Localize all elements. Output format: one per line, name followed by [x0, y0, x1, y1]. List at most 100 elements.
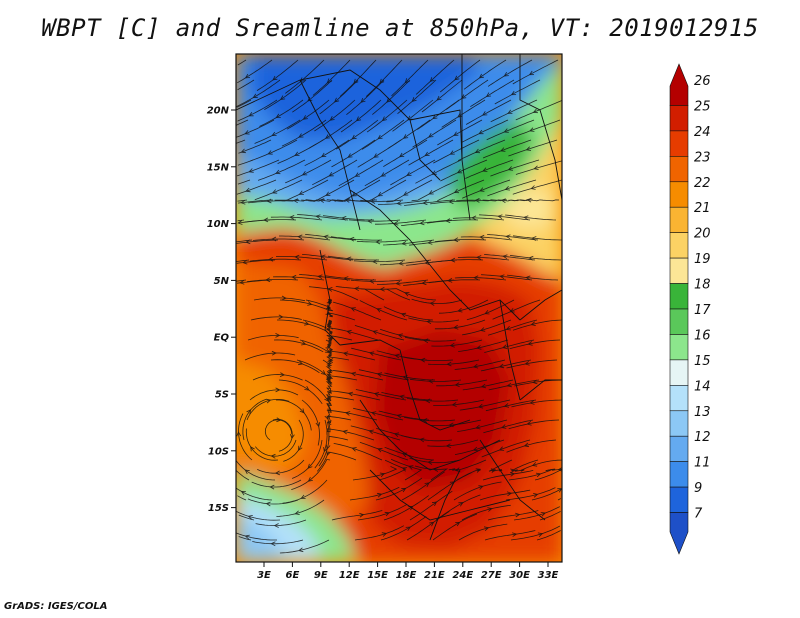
- streamline: [302, 319, 333, 335]
- streamline-arrow: [266, 398, 272, 404]
- streamline-arrow: [271, 131, 277, 136]
- streamline: [460, 236, 513, 241]
- streamline: [256, 59, 299, 91]
- streamline: [426, 219, 479, 224]
- streamline: [434, 239, 487, 243]
- streamline: [329, 390, 381, 401]
- streamline: [427, 439, 479, 447]
- streamline-arrow: [447, 278, 453, 283]
- streamline-arrow: [532, 108, 538, 114]
- streamline-arrow: [245, 239, 251, 245]
- streamline: [252, 374, 303, 381]
- streamline-arrow: [248, 168, 254, 173]
- streamline: [512, 235, 562, 241]
- streamline: [282, 479, 328, 504]
- streamline: [236, 179, 277, 195]
- streamline-arrow: [429, 301, 435, 306]
- streamline-arrow: [252, 93, 258, 99]
- colorbar-label: 16: [694, 328, 711, 343]
- streamline: [520, 459, 562, 472]
- streamline-arrow: [503, 403, 510, 408]
- streamline-arrow: [344, 198, 350, 203]
- streamline: [427, 472, 472, 501]
- streamline-arrow: [353, 78, 359, 84]
- streamline: [237, 79, 255, 91]
- streamline-arrow: [401, 467, 408, 472]
- streamline-arrow: [326, 450, 331, 456]
- streamline: [428, 359, 480, 365]
- streamline: [237, 159, 254, 166]
- streamline: [259, 99, 304, 127]
- streamline: [270, 359, 320, 374]
- streamline-arrow: [276, 417, 282, 423]
- colorbar-segment: [669, 130, 689, 157]
- streamline-arrow: [457, 307, 463, 313]
- streamline-arrow: [472, 363, 479, 369]
- streamline-arrow: [247, 515, 253, 520]
- streamline: [257, 159, 306, 181]
- streamline-arrow: [431, 501, 438, 507]
- streamline-arrow: [450, 257, 456, 263]
- streamline-arrow: [325, 134, 331, 139]
- streamline-arrow: [379, 472, 386, 478]
- streamline: [405, 336, 457, 342]
- streamline: [248, 199, 300, 204]
- streamline-arrow: [278, 314, 284, 320]
- streamline-arrow: [384, 511, 390, 517]
- streamline-arrow: [350, 307, 356, 312]
- streamline-arrow: [291, 274, 297, 280]
- streamline: [314, 99, 356, 132]
- country-borders: [236, 54, 562, 541]
- streamline-arrow: [507, 109, 513, 114]
- streamline-arrow: [250, 446, 255, 452]
- streamline-arrow: [475, 468, 482, 473]
- streamline: [408, 139, 454, 166]
- streamline-arrow: [402, 134, 409, 139]
- streamline: [506, 359, 558, 369]
- colorbar-label: 17: [694, 303, 711, 318]
- streamline-arrow: [320, 152, 327, 158]
- streamline-arrow: [504, 186, 510, 191]
- streamline-arrow: [298, 360, 304, 366]
- streamline: [350, 279, 403, 282]
- streamline-arrow: [343, 276, 349, 281]
- streamline-arrow: [298, 133, 304, 138]
- lon-tick-label: 3E: [257, 570, 271, 581]
- streamline: [509, 255, 562, 261]
- streamline: [253, 297, 305, 302]
- streamline-arrow: [455, 521, 461, 527]
- streamline-arrow: [398, 260, 404, 266]
- streamline: [254, 119, 301, 144]
- streamline-arrow: [479, 234, 485, 240]
- streamline-arrow: [526, 420, 532, 426]
- streamline-arrow: [474, 198, 480, 203]
- streamline-arrow: [471, 215, 477, 221]
- streamline-arrow: [456, 168, 463, 174]
- streamline-arrow: [428, 190, 434, 195]
- streamline: [431, 259, 484, 263]
- streamline: [536, 530, 561, 541]
- streamline: [494, 79, 541, 105]
- streamline: [333, 443, 383, 461]
- streamline-arrow: [454, 382, 460, 387]
- streamline-arrow: [347, 153, 353, 158]
- streamline: [511, 399, 562, 408]
- streamline-arrow: [323, 234, 329, 240]
- streamline: [434, 319, 486, 330]
- lon-tick-label: 15E: [367, 570, 388, 581]
- colorbar-label: 14: [694, 379, 711, 394]
- colorbar-segment: [669, 63, 689, 106]
- streamline: [318, 435, 349, 467]
- streamline: [414, 465, 449, 481]
- streamline: [492, 299, 541, 320]
- streamline: [312, 159, 358, 186]
- streamline: [272, 418, 293, 452]
- streamline-arrow: [325, 444, 331, 450]
- streamline-arrow: [472, 446, 479, 452]
- streamline-arrow: [377, 134, 383, 140]
- streamline-arrow: [373, 153, 379, 158]
- streamline-arrow: [273, 523, 279, 528]
- streamline: [297, 214, 349, 221]
- streamline: [462, 379, 514, 391]
- streamline-arrow: [275, 333, 281, 338]
